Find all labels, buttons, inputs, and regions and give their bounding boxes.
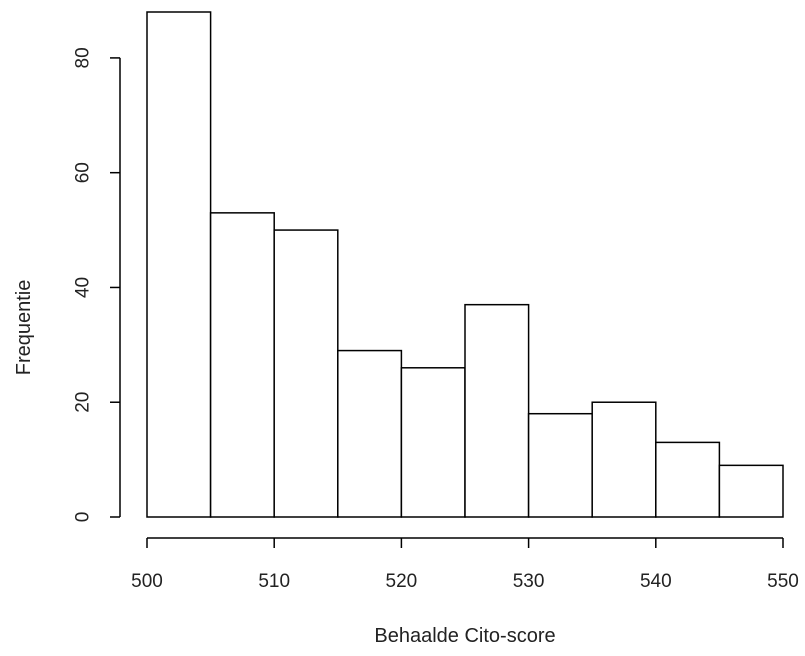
x-tick-label-530: 530 — [513, 571, 545, 592]
x-tick-label-550: 550 — [767, 571, 799, 592]
y-axis-title: Frequentie — [13, 280, 35, 376]
x-tick-label-520: 520 — [386, 571, 418, 592]
histogram-bar-515-520 — [337, 349, 403, 518]
y-tick-label-20: 20 — [73, 392, 94, 413]
histogram-bar-505-510 — [209, 212, 275, 518]
histogram-bar-520-525 — [400, 367, 466, 518]
histogram-bar-540-545 — [655, 441, 721, 518]
y-tick-label-0: 0 — [73, 512, 94, 523]
y-tick-label-80: 80 — [73, 47, 94, 68]
x-axis: 500 510 520 530 540 550 — [131, 537, 799, 592]
y-tick-label-60: 60 — [73, 162, 94, 183]
x-tick-label-500: 500 — [131, 571, 163, 592]
histogram-bar-525-530 — [464, 303, 530, 518]
x-axis-title: Behaalde Cito-score — [374, 625, 555, 647]
histogram-bar-545-550 — [718, 464, 784, 518]
y-axis: 0 20 40 60 80 — [73, 47, 121, 523]
y-tick-label-40: 40 — [73, 277, 94, 298]
histogram-bar-500-505 — [146, 11, 212, 518]
histogram-bar-535-540 — [591, 401, 657, 518]
histogram-bar-510-515 — [273, 229, 339, 518]
x-tick-label-540: 540 — [640, 571, 672, 592]
histogram-bar-530-535 — [527, 412, 593, 518]
x-tick-label-510: 510 — [258, 571, 290, 592]
bars-group — [146, 11, 784, 518]
